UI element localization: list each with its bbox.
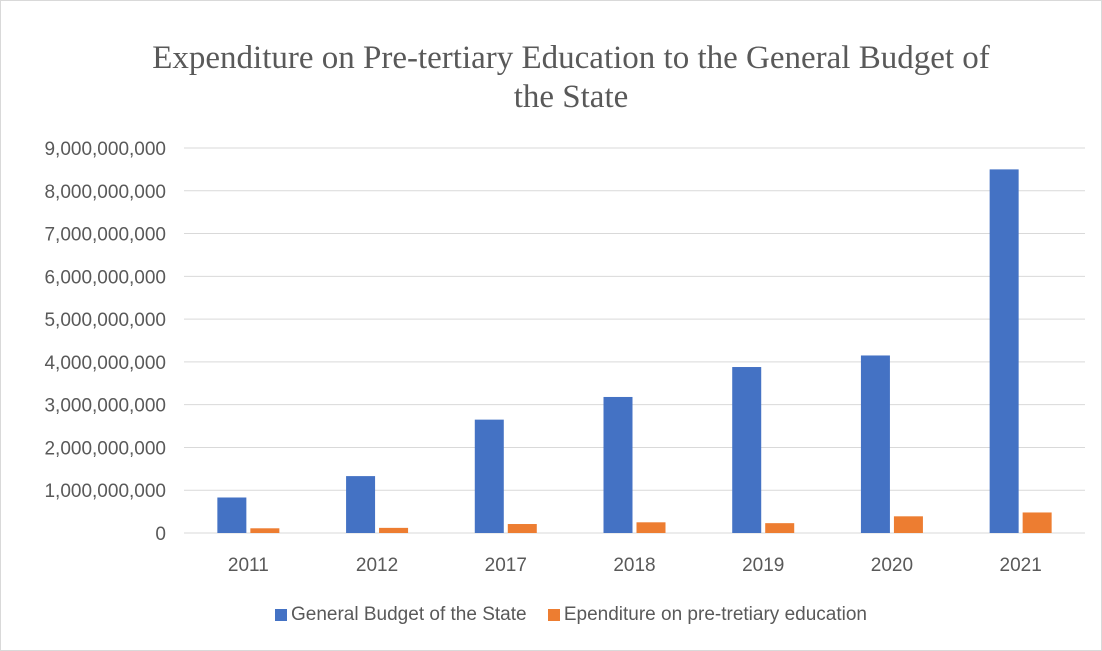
y-tick-label: 5,000,000,000 (44, 310, 166, 331)
y-tick-label: 8,000,000,000 (44, 182, 166, 203)
bar-general-budget-2017 (474, 419, 504, 533)
x-tick-label: 2018 (613, 555, 655, 576)
y-tick-label: 9,000,000,000 (44, 139, 166, 160)
x-axis-tick-labels: 2011 2012 2017 2018 2019 2020 2021 (228, 555, 1042, 576)
legend-item-pre-tertiary: Ependiture on pre-tretiary education (547, 604, 867, 626)
x-tick-label: 2011 (228, 555, 269, 576)
legend-swatch-general-budget (275, 609, 287, 621)
y-tick-label: 6,000,000,000 (44, 267, 166, 288)
y-tick-label: 3,000,000,000 (44, 396, 166, 417)
bar-general-budget-2019 (732, 367, 762, 533)
bar-general-budget-2011 (217, 497, 247, 533)
legend: General Budget of the State Ependiture o… (1, 604, 1102, 627)
bar-general-budget-2018 (603, 396, 633, 533)
gridlines (184, 147, 1085, 534)
y-tick-label: 1,000,000,000 (44, 481, 166, 502)
bar-pre-tertiary-2021 (1022, 512, 1052, 533)
x-tick-label: 2012 (356, 555, 398, 576)
bar-pre-tertiary-2020 (893, 516, 923, 533)
x-tick-label: 2019 (742, 555, 784, 576)
y-tick-label: 2,000,000,000 (44, 438, 166, 459)
legend-label-pre-tertiary: Ependiture on pre-tretiary education (563, 604, 867, 625)
x-tick-label: 2021 (1000, 555, 1042, 576)
legend-label-general-budget: General Budget of the State (291, 604, 527, 625)
bar-pre-tertiary-2019 (765, 523, 795, 533)
bar-general-budget-2012 (346, 476, 376, 533)
bar-pre-tertiary-2011 (250, 528, 280, 533)
legend-item-general-budget: General Budget of the State (275, 604, 527, 626)
bar-pre-tertiary-2018 (636, 522, 666, 533)
y-axis-tick-labels: 0 1,000,000,000 2,000,000,000 3,000,000,000… (44, 139, 166, 545)
y-tick-label: 7,000,000,000 (44, 225, 166, 246)
y-tick-label: 4,000,000,000 (44, 353, 166, 374)
bar-general-budget-2020 (860, 355, 890, 533)
chart-title: Expenditure on Pre-tertiary Education to… (152, 40, 990, 115)
bar-pre-tertiary-2012 (379, 527, 409, 533)
x-tick-label: 2020 (871, 555, 913, 576)
y-tick-label: 0 (155, 524, 166, 545)
bars (217, 169, 1052, 533)
legend-swatch-pre-tertiary (547, 609, 560, 621)
bar-pre-tertiary-2017 (507, 524, 537, 533)
bar-general-budget-2021 (989, 169, 1019, 533)
x-tick-label: 2017 (485, 555, 527, 576)
